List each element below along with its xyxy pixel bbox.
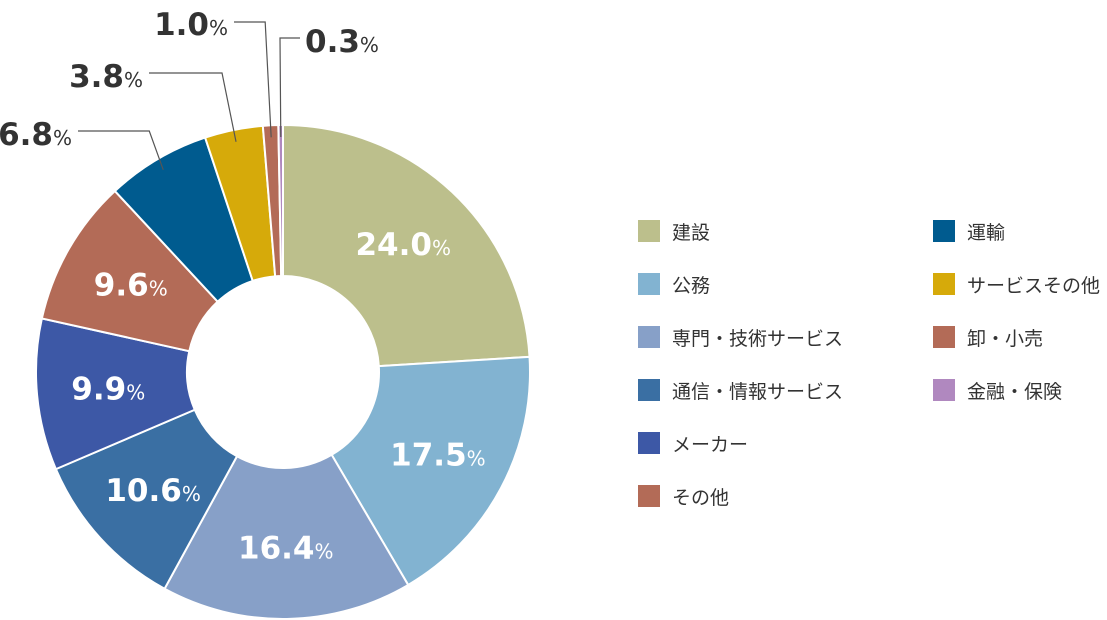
data-label-4: 9.9% [71,371,145,407]
legend-swatch [638,432,660,454]
legend-swatch [638,485,660,507]
data-label-1: 17.5% [390,437,486,473]
data-label-3: 10.6% [105,473,201,509]
legend-swatch [638,379,660,401]
legend-label: サービスその他 [967,274,1101,297]
legend-swatch [638,326,660,348]
data-label-9: 0.3% [305,24,379,60]
leader-line-7 [149,72,237,142]
legend-item: 通信・情報サービス [638,378,844,403]
leader-line-8 [234,21,272,138]
data-label-8: 1.0% [154,7,228,43]
legend-swatch [933,273,955,295]
slice-3 [54,408,239,591]
slice-2 [163,453,410,620]
slice-1 [330,355,531,587]
legend-label: 通信・情報サービス [672,380,844,403]
data-label-5: 9.6% [94,268,168,304]
legend-item: 運輸 [933,219,1006,244]
legend-label: 金融・保険 [967,380,1063,403]
data-label-7: 3.8% [69,59,143,95]
legend-label: 運輸 [967,221,1006,244]
legend-label: 卸・小売 [967,327,1044,350]
legend-swatch [638,273,660,295]
legend-label: その他 [672,486,730,509]
legend-swatch [933,220,955,242]
legend-label: 公務 [672,274,711,297]
legend-item: その他 [638,484,730,509]
legend-label: 建設 [672,221,711,244]
legend-swatch [933,326,955,348]
data-label-0: 24.0% [355,227,451,263]
legend-swatch [933,379,955,401]
data-label-6: 6.8% [0,117,72,153]
legend-item: メーカー [638,431,749,456]
leader-line-9 [279,37,300,138]
legend-item: 卸・小売 [933,325,1044,350]
legend-item: 公務 [638,272,711,297]
legend-item: 専門・技術サービス [638,325,844,350]
legend-label: 専門・技術サービス [672,327,844,350]
slice-9 [277,123,284,278]
data-label-2: 16.4% [238,530,334,566]
legend-label: メーカー [672,433,749,456]
slice-0 [282,123,531,368]
legend-item: 金融・保険 [933,378,1063,403]
legend-item: 建設 [638,219,711,244]
legend-item: サービスその他 [933,272,1101,297]
legend-swatch [638,220,660,242]
leader-line-6 [78,130,164,170]
